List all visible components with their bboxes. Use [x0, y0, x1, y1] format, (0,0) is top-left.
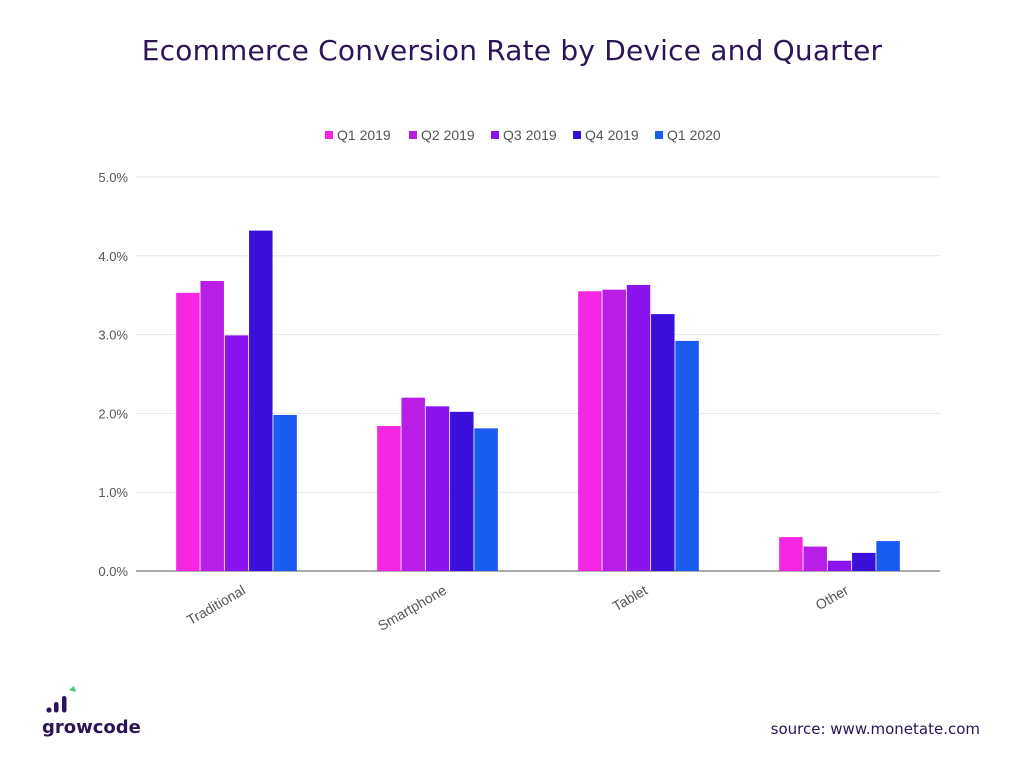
bar-tablet-q3-2019 [626, 284, 651, 571]
bar-smartphone-q2-2019 [401, 397, 425, 571]
bar-other-q3-2019 [827, 560, 852, 571]
bar-traditional-q1-2020 [273, 414, 297, 571]
legend-label: Q3 2019 [503, 127, 557, 143]
bar-tablet-q1-2020 [675, 340, 699, 571]
x-axis: Traditional Smartphone Tablet Other [184, 582, 851, 634]
x-tick-label: Other [813, 582, 852, 614]
bar-tablet-q1-2019 [578, 291, 602, 571]
bar-traditional-q1-2019 [176, 292, 200, 571]
y-axis: 0.0% 1.0% 2.0% 3.0% 4.0% 5.0% [98, 170, 128, 579]
y-tick-label: 1.0% [98, 485, 128, 500]
bar-smartphone-q1-2020 [474, 428, 498, 571]
y-tick-label: 0.0% [98, 564, 128, 579]
legend-label: Q4 2019 [585, 127, 639, 143]
legend-label: Q2 2019 [421, 127, 475, 143]
y-tick-label: 4.0% [98, 249, 128, 264]
chart-title: Ecommerce Conversion Rate by Device and … [141, 34, 883, 67]
bar-tablet-q4-2019 [651, 314, 675, 571]
brand-name: growcode [42, 717, 141, 738]
bar-smartphone-q1-2019 [377, 426, 401, 571]
bar-traditional-q3-2019 [224, 335, 249, 571]
legend-swatch [655, 131, 663, 139]
legend: Q1 2019 Q2 2019 Q3 2019 Q4 2019 Q1 2020 [325, 127, 721, 143]
legend-swatch [325, 131, 333, 139]
bars [176, 230, 900, 572]
y-tick-label: 2.0% [98, 406, 128, 421]
bar-other-q1-2019 [779, 537, 803, 571]
bar-other-q2-2019 [803, 546, 827, 571]
x-tick-label: Tablet [610, 582, 650, 615]
source-credit: source: www.monetate.com [770, 720, 980, 738]
bar-other-q1-2020 [876, 541, 900, 571]
x-tick-label: Traditional [184, 582, 248, 628]
legend-label: Q1 2019 [337, 127, 391, 143]
legend-label: Q1 2020 [667, 127, 721, 143]
growcode-logo-icon [46, 686, 76, 713]
bar-traditional-q2-2019 [200, 281, 224, 571]
legend-swatch [409, 131, 417, 139]
bar-smartphone-q4-2019 [450, 411, 474, 571]
bar-other-q4-2019 [852, 552, 876, 571]
y-tick-label: 3.0% [98, 328, 128, 343]
legend-swatch [491, 131, 499, 139]
y-tick-label: 5.0% [98, 170, 128, 185]
bar-smartphone-q3-2019 [425, 406, 450, 571]
legend-swatch [573, 131, 581, 139]
bar-tablet-q2-2019 [602, 289, 626, 571]
bar-traditional-q4-2019 [249, 230, 273, 572]
x-tick-label: Smartphone [375, 582, 449, 634]
